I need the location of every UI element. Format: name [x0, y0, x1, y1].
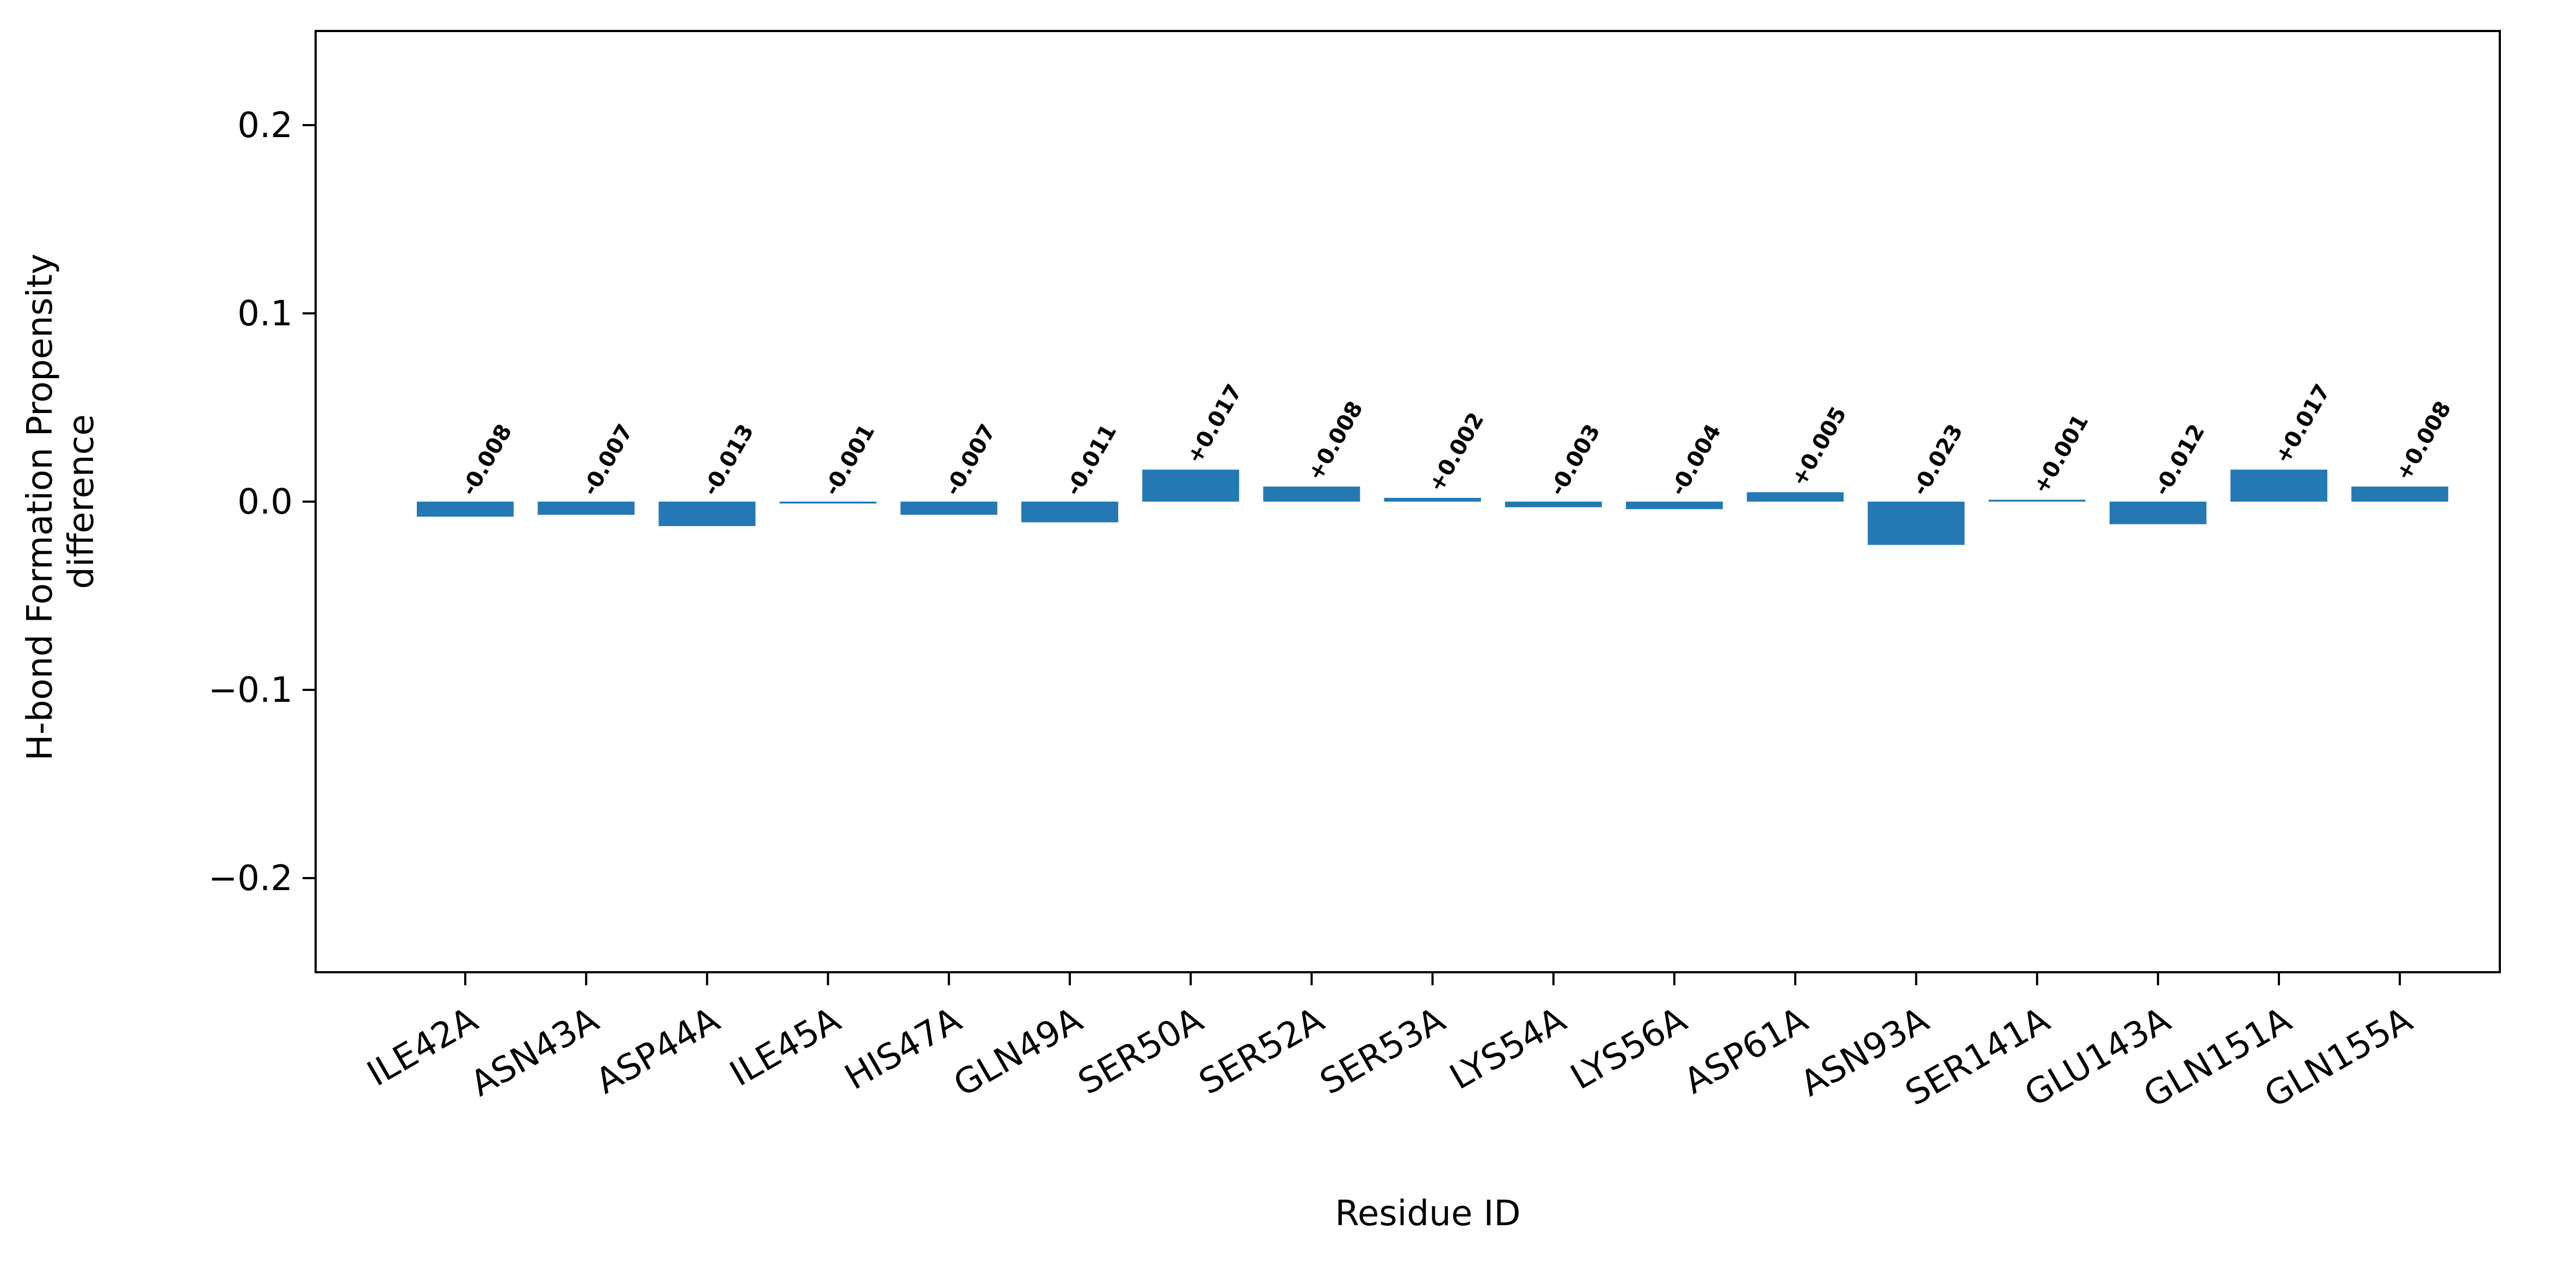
- x-tick-label: ASP61A: [1678, 999, 1815, 1102]
- x-tick-label: SER52A: [1193, 999, 1331, 1103]
- x-tick-label: ILE45A: [723, 999, 847, 1094]
- x-tick-label: ASN43A: [464, 999, 606, 1104]
- bar-gln49a: [1021, 502, 1118, 523]
- bar-glu143a: [2109, 502, 2207, 524]
- bar-asp44a: [658, 502, 756, 526]
- x-tick-label: ILE42A: [361, 999, 485, 1094]
- y-tick-label: 0.2: [237, 106, 293, 146]
- x-tick-label: LYS54A: [1443, 999, 1573, 1097]
- bar-ser50a: [1142, 470, 1240, 502]
- x-tick-label: GLN49A: [947, 999, 1089, 1104]
- plot-frame: [315, 30, 2501, 973]
- y-axis-title-line-1: H-bond Formation Propensity: [20, 254, 60, 761]
- bar-gln151a: [2230, 470, 2327, 502]
- y-axis-title: H-bond Formation Propensity difference: [20, 243, 102, 761]
- bar-asn43a: [538, 502, 635, 515]
- x-tick-label: SER53A: [1314, 999, 1452, 1103]
- bars: [417, 470, 2449, 545]
- y-axis-title-line-2: difference: [61, 414, 102, 589]
- bar-asp61a: [1747, 492, 1844, 502]
- bar-ile42a: [417, 502, 514, 517]
- bar-asn93a: [1868, 502, 1965, 545]
- bar-ser141a: [1988, 499, 2086, 502]
- y-tick-label: 0.1: [237, 294, 293, 334]
- bar-ser52a: [1263, 486, 1360, 502]
- bar-lys54a: [1505, 502, 1602, 508]
- bar-his47a: [900, 502, 997, 515]
- x-tick-label: ASP44A: [589, 999, 726, 1102]
- bar-ile45a: [779, 502, 877, 504]
- x-axis-title: Residue ID: [1335, 1194, 1520, 1234]
- x-tick-label: HIS47A: [839, 999, 969, 1098]
- bar-gln155a: [2351, 486, 2449, 502]
- y-tick-label: −0.2: [208, 859, 293, 899]
- y-tick-label: −0.1: [208, 670, 293, 711]
- x-axis: ILE42AASN43AASP44AILE45AHIS47AGLN49ASER5…: [361, 972, 2419, 1116]
- y-axis: −0.2 −0.1 0.0 0.1 0.2: [208, 106, 316, 899]
- x-tick-label: LYS56A: [1564, 999, 1693, 1097]
- y-tick-label: 0.0: [237, 482, 293, 522]
- bar-lys56a: [1626, 502, 1723, 509]
- bar-ser53a: [1384, 498, 1481, 502]
- x-tick-label: SER50A: [1071, 999, 1210, 1103]
